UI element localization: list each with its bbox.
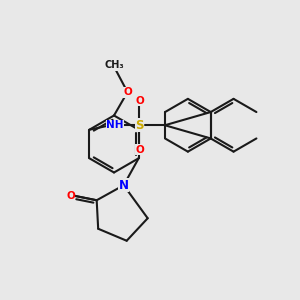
Text: CH₃: CH₃ [104, 60, 124, 70]
Text: N: N [119, 179, 129, 192]
Text: O: O [123, 87, 132, 97]
Text: O: O [66, 191, 75, 201]
Text: NH: NH [106, 120, 124, 130]
Text: O: O [135, 145, 144, 155]
Text: S: S [135, 119, 144, 132]
Text: O: O [135, 96, 144, 106]
